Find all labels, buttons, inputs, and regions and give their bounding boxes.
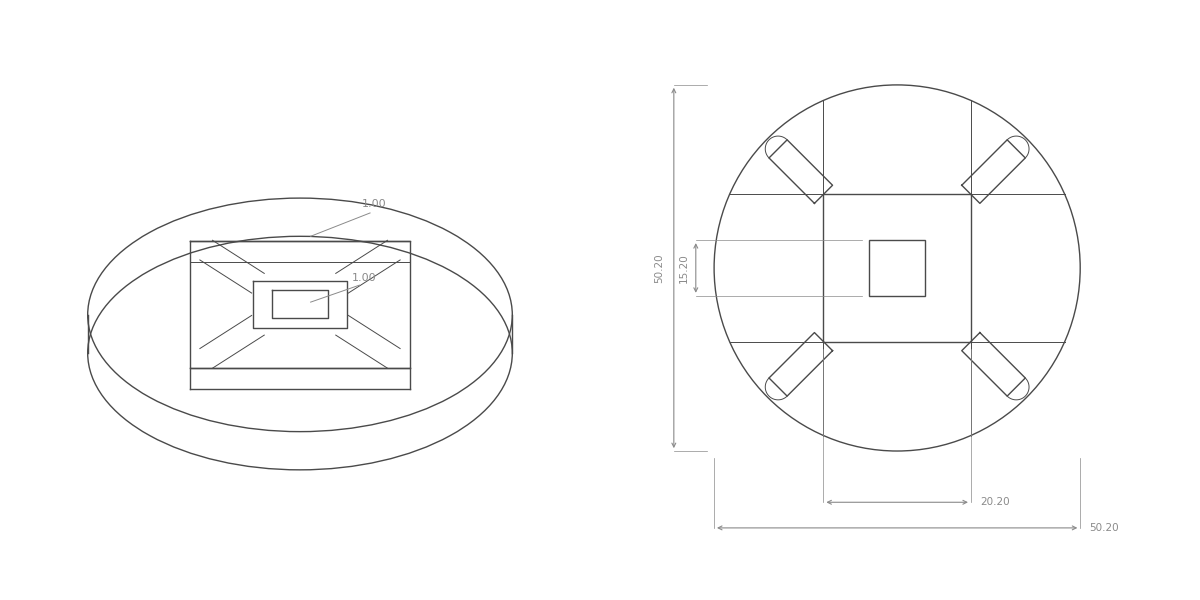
Text: 15.20: 15.20 <box>678 253 689 283</box>
Text: 20.20: 20.20 <box>980 497 1009 507</box>
Text: 1.00: 1.00 <box>362 199 386 209</box>
Bar <box>823 194 971 341</box>
Text: 50.20: 50.20 <box>655 253 665 283</box>
Bar <box>870 240 925 296</box>
Text: 50.20: 50.20 <box>1090 523 1118 533</box>
Text: 1.00: 1.00 <box>352 273 376 283</box>
